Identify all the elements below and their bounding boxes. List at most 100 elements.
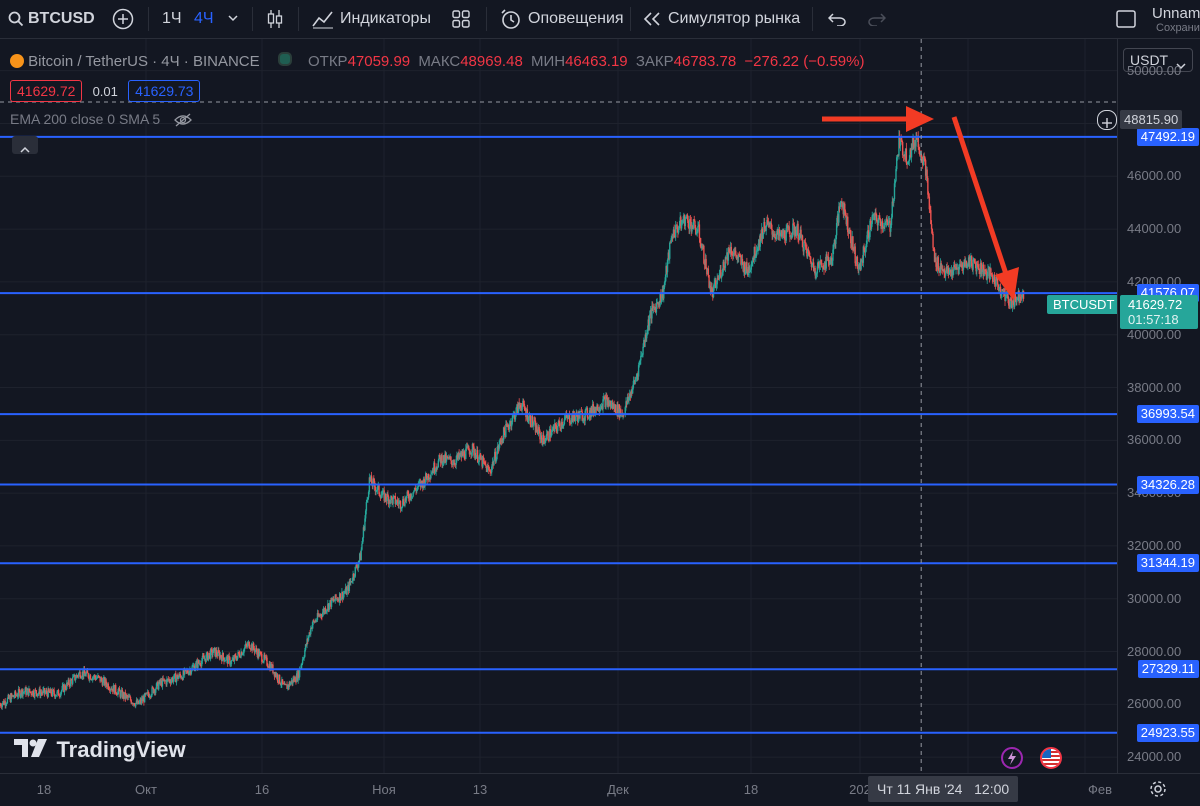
candle-body bbox=[557, 420, 560, 426]
lightning-button[interactable] bbox=[1001, 747, 1023, 769]
candle-body bbox=[815, 273, 818, 275]
candle-body bbox=[448, 456, 450, 460]
candle-body bbox=[384, 493, 386, 501]
candle-body bbox=[681, 221, 684, 223]
candle-body bbox=[979, 268, 981, 274]
collapse-legend-button[interactable] bbox=[12, 136, 38, 154]
candle-body bbox=[639, 360, 641, 362]
candle-body bbox=[464, 458, 466, 460]
settings-button[interactable] bbox=[1148, 779, 1168, 799]
sell-button[interactable]: 41629.72 bbox=[10, 80, 83, 102]
candle-body bbox=[88, 677, 90, 680]
currency-select[interactable]: USDT bbox=[1123, 48, 1193, 72]
candle-body bbox=[962, 267, 964, 270]
candle-body bbox=[703, 245, 705, 264]
indicators-button[interactable]: Индикаторы bbox=[312, 0, 431, 38]
time-tick-label: Окт bbox=[135, 782, 157, 797]
candle-body bbox=[312, 620, 314, 626]
candle-body bbox=[614, 404, 616, 409]
crosshair-add-button[interactable] bbox=[1097, 110, 1117, 130]
candle-body bbox=[734, 250, 736, 253]
candle-body bbox=[878, 215, 880, 221]
chart-type-button[interactable] bbox=[266, 9, 284, 29]
us-flag-icon bbox=[1042, 749, 1060, 767]
candle-body bbox=[19, 690, 21, 697]
candle-body bbox=[268, 663, 270, 668]
undo-button[interactable] bbox=[828, 12, 846, 26]
candle-body bbox=[390, 496, 393, 498]
price-tick-label: 26000.00 bbox=[1127, 696, 1182, 712]
candle-body bbox=[966, 266, 968, 268]
candle-body bbox=[430, 474, 432, 479]
candle-body bbox=[882, 227, 885, 229]
candle-body bbox=[862, 246, 865, 263]
add-symbol-button[interactable] bbox=[112, 8, 134, 30]
candle-body bbox=[117, 691, 119, 696]
candle-body bbox=[943, 269, 945, 274]
buy-button[interactable]: 41629.73 bbox=[128, 80, 201, 102]
candle-body bbox=[618, 404, 621, 418]
candle-body bbox=[278, 674, 280, 682]
candle-body bbox=[61, 685, 64, 691]
level-price-tag: 31344.19 bbox=[1136, 554, 1199, 573]
price-axis[interactable]: USDT 50000.0048000.0046000.0044000.00420… bbox=[1117, 39, 1200, 773]
candle-body bbox=[893, 183, 896, 200]
candle-body bbox=[336, 598, 338, 600]
candle-body bbox=[668, 252, 670, 259]
candle-body bbox=[456, 454, 459, 459]
interval-4h-button[interactable]: 4Ч bbox=[194, 10, 214, 27]
candle-body bbox=[150, 695, 153, 697]
layout-name[interactable]: Unnam bbox=[1152, 5, 1200, 22]
candle-body bbox=[752, 257, 755, 260]
redo-button[interactable] bbox=[868, 12, 886, 26]
candle-body bbox=[786, 225, 788, 229]
alerts-button[interactable]: Оповещения bbox=[500, 0, 624, 38]
candle-body bbox=[884, 221, 887, 223]
candle-body bbox=[450, 456, 452, 461]
candle-body bbox=[978, 268, 980, 270]
candle-body bbox=[163, 679, 166, 681]
candle-body bbox=[414, 487, 417, 490]
us-flag-button[interactable] bbox=[1040, 747, 1062, 769]
candle-body bbox=[757, 248, 759, 251]
candle-body bbox=[754, 246, 756, 258]
candle-body bbox=[215, 650, 217, 657]
candle-body bbox=[867, 230, 870, 239]
candle-body bbox=[858, 263, 860, 271]
chart-pane[interactable]: Bitcoin / TetherUS · 4Ч · BINANCE ОТКР47… bbox=[0, 39, 1121, 773]
candle-body bbox=[277, 680, 279, 682]
candle-body bbox=[310, 627, 313, 629]
candle-body bbox=[767, 221, 770, 225]
candle-body bbox=[179, 673, 181, 676]
templates-button[interactable] bbox=[451, 9, 471, 29]
candle-body bbox=[740, 258, 743, 265]
chart-canvas[interactable] bbox=[0, 39, 1117, 773]
candle-body bbox=[738, 254, 740, 258]
candle-body bbox=[664, 277, 667, 283]
candle-body bbox=[890, 225, 892, 232]
symbol-search-button[interactable]: BTCUSD bbox=[8, 0, 95, 38]
candle-body bbox=[323, 609, 325, 613]
layout-checkbox[interactable] bbox=[1116, 10, 1136, 28]
candle-body bbox=[501, 439, 503, 442]
interval-1h-button[interactable]: 1Ч bbox=[162, 10, 182, 27]
candle-body bbox=[176, 674, 178, 678]
candle-body bbox=[677, 228, 680, 233]
replay-button[interactable]: Симулятор рынка bbox=[642, 0, 800, 38]
candle-body bbox=[870, 223, 873, 229]
time-axis[interactable]: 18 Окт 16 Ноя 13 Дек 18 202 Фев Чт 11 Янв '24 12… bbox=[0, 773, 1200, 806]
candle-body bbox=[752, 257, 754, 263]
close-label: ЗАКР bbox=[635, 53, 674, 70]
candle-body bbox=[442, 462, 444, 466]
candle-body bbox=[0, 706, 3, 708]
candle-body bbox=[468, 446, 470, 451]
plus-circle-icon bbox=[112, 8, 134, 30]
candle-body bbox=[479, 453, 482, 460]
eye-crossed-icon[interactable] bbox=[174, 113, 193, 130]
candle-body bbox=[992, 278, 994, 282]
candle-body bbox=[258, 652, 261, 657]
interval-dropdown-button[interactable] bbox=[228, 14, 238, 24]
candle-body bbox=[437, 460, 440, 468]
candle-body bbox=[607, 401, 609, 406]
candle-body bbox=[167, 678, 170, 681]
